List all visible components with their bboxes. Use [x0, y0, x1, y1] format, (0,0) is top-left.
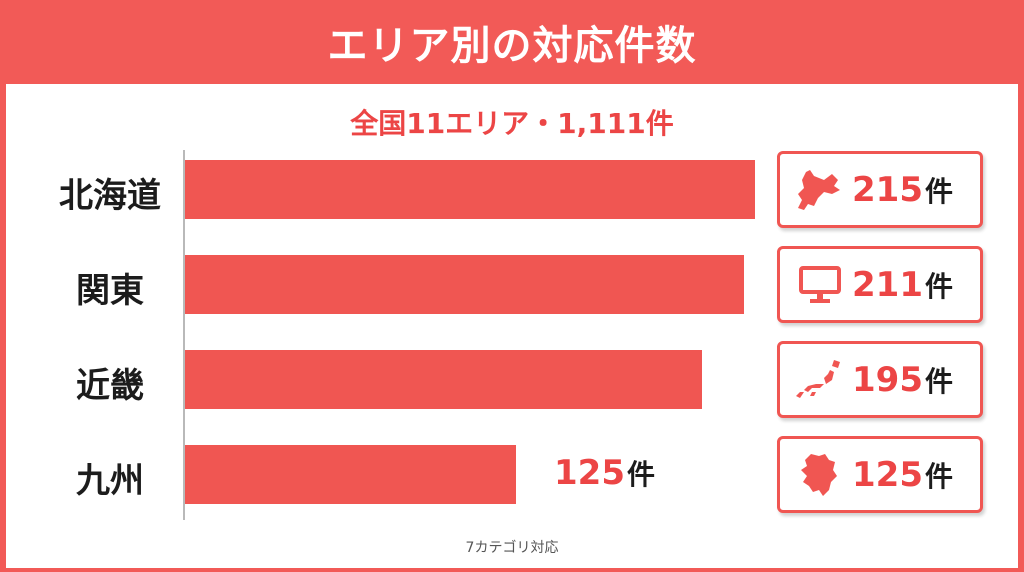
japan-map-icon — [794, 356, 846, 404]
y-axis-line — [183, 150, 185, 520]
chart-title: エリア別の対応件数 — [327, 23, 697, 69]
value-card: 211件 — [777, 246, 983, 323]
bar — [185, 350, 702, 409]
footer-note: 7カテゴリ対応 — [465, 540, 559, 556]
category-label: 近畿 — [76, 366, 144, 406]
category-label: 関東 — [76, 271, 144, 311]
category-label: 九州 — [76, 461, 144, 501]
value-card: 215件 — [777, 151, 983, 228]
value-card: 195件 — [777, 341, 983, 418]
category-label: 北海道 — [59, 176, 161, 216]
value-card-label: 215件 — [852, 169, 953, 210]
bar — [185, 255, 744, 314]
value-card: 125件 — [777, 436, 983, 513]
chart-subtitle: 全国11エリア・1,111件 — [350, 107, 674, 140]
header-banner: エリア別の対応件数 — [0, 0, 1024, 84]
kyushu-map-icon — [794, 451, 846, 499]
bar — [185, 160, 755, 219]
monitor-icon — [794, 261, 846, 309]
bar-value-label: 125件 — [554, 453, 655, 493]
hokkaido-map-icon — [794, 166, 846, 214]
value-card-label: 125件 — [852, 454, 953, 495]
value-card-label: 195件 — [852, 359, 953, 400]
value-card-label: 211件 — [852, 264, 953, 305]
bar — [185, 445, 516, 504]
